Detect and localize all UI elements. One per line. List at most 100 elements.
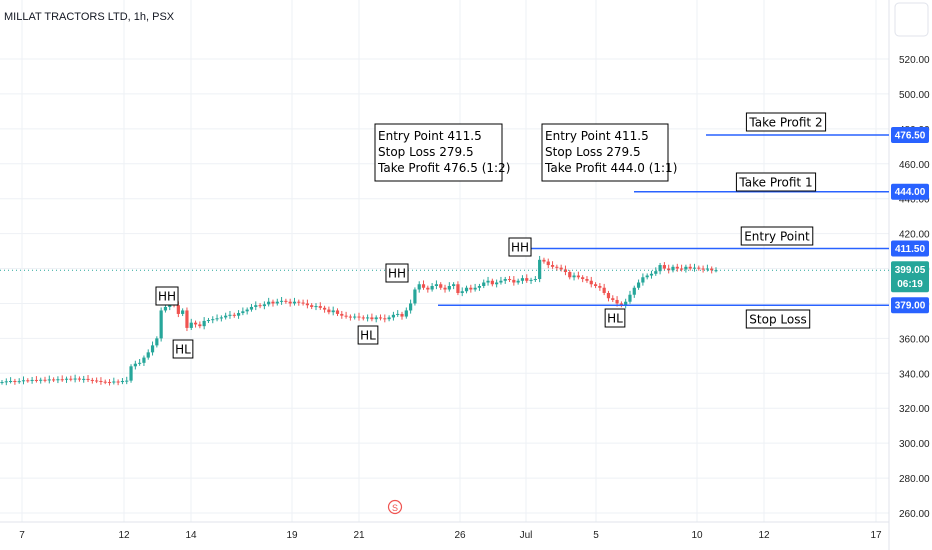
candle-body — [90, 379, 94, 381]
candle-body — [17, 381, 21, 383]
candle-body — [624, 301, 628, 306]
candle-body — [559, 267, 563, 270]
candle-body — [361, 317, 365, 319]
candle-body — [52, 379, 56, 381]
candle-body — [314, 306, 318, 308]
candle-body — [593, 284, 598, 286]
candle-body — [456, 284, 460, 293]
candle-body — [404, 310, 408, 317]
x-axis: 7 12 14 19 21 26 Jul 5 10 12 17 — [19, 530, 882, 541]
chart-title: MILLAT TRACTORS LTD, 1h, PSX — [4, 11, 175, 23]
candle-body — [460, 291, 464, 293]
candle-body — [697, 267, 701, 269]
candle-body — [688, 266, 692, 269]
candle-body — [421, 284, 426, 288]
candle-body — [267, 301, 271, 305]
candle-body — [219, 317, 223, 319]
candle-body — [606, 292, 611, 299]
x-tick-label: 7 — [19, 530, 25, 541]
candle-body — [228, 314, 232, 316]
candle-body — [452, 284, 456, 286]
candle-body — [550, 265, 555, 267]
svg-text:411.50: 411.50 — [895, 244, 925, 255]
bar-countdown: 06:19 — [897, 279, 923, 290]
x-tick-label: 19 — [286, 530, 298, 541]
svg-text:HH: HH — [388, 267, 406, 281]
candle-body — [443, 287, 447, 290]
trade-info-box: Entry Point 411.5 Stop Loss 279.5 Take Pro… — [374, 123, 510, 182]
candle-body — [206, 320, 211, 322]
y-tick-label: 440.00 — [899, 195, 930, 206]
line-label: Stop Loss — [745, 309, 811, 329]
candle-body — [26, 380, 30, 382]
candle-body — [73, 378, 77, 380]
candle-body — [520, 278, 525, 281]
line-label: Take Profit 2 — [745, 112, 827, 132]
current-price-value: 399.05 — [895, 265, 926, 276]
y-tick-label: 320.00 — [899, 404, 930, 415]
y-tick-label: 520.00 — [899, 55, 930, 66]
candle-body — [211, 319, 215, 321]
candle-body — [150, 345, 155, 353]
split-marker-label: S — [392, 503, 398, 513]
candle-body — [495, 282, 499, 285]
line-label: Take Profit 1 — [735, 172, 817, 192]
candle-body — [60, 379, 64, 381]
candle-body — [258, 305, 262, 307]
trade-info-line: Stop Loss 279.5 — [545, 145, 641, 159]
candle-body — [426, 287, 430, 290]
candle-body — [374, 317, 378, 320]
candle-body — [9, 380, 13, 382]
pattern-label: HL — [172, 339, 194, 359]
candle-body — [525, 278, 529, 281]
candle-body — [43, 379, 47, 381]
candle-body — [434, 284, 439, 286]
candle-body — [301, 302, 305, 304]
settings-button[interactable] — [894, 2, 929, 37]
candle-body — [288, 301, 292, 304]
svg-text:HL: HL — [175, 343, 191, 357]
candle-body — [198, 324, 202, 327]
candle-body — [447, 286, 451, 290]
candle-body — [275, 301, 279, 304]
candle-body — [82, 378, 86, 380]
candle-body — [409, 303, 413, 311]
candle-body — [538, 259, 542, 280]
candle-body — [224, 315, 228, 318]
candle-body — [636, 282, 641, 288]
candle-body — [146, 352, 150, 358]
candle-body — [249, 306, 254, 310]
candle-body — [598, 286, 602, 288]
candle-body — [0, 382, 4, 384]
x-tick-label: 21 — [353, 530, 365, 541]
candle-body — [378, 317, 383, 319]
candle-body — [482, 282, 486, 286]
candle-body — [679, 268, 684, 270]
trade-info-box: Entry Point 411.5 Stop Loss 279.5 Take Pro… — [541, 123, 677, 182]
svg-text:HL: HL — [607, 312, 623, 326]
candle-body — [322, 307, 327, 310]
candle-body — [4, 381, 8, 383]
pattern-label: HH — [155, 286, 179, 306]
line-label: Entry Point — [740, 226, 814, 246]
y-tick-label: 460.00 — [899, 160, 930, 171]
candle-body — [254, 305, 258, 307]
split-marker[interactable]: S — [387, 499, 403, 515]
x-tick-label: 17 — [870, 530, 882, 541]
price-lines[interactable] — [0, 134, 889, 306]
candle-body — [439, 284, 443, 288]
svg-text:HH: HH — [511, 241, 529, 255]
candle-body — [641, 277, 645, 283]
candle-body — [581, 277, 585, 280]
x-tick-label: 12 — [118, 530, 130, 541]
trade-info-line: Take Profit 476.5 (1:2) — [377, 161, 510, 175]
candle-body — [430, 286, 434, 290]
trade-info-line: Take Profit 444.0 (1:1) — [544, 161, 677, 175]
candle-body — [632, 287, 636, 295]
trade-info-line: Stop Loss 279.5 — [378, 145, 474, 159]
svg-text:476.50: 476.50 — [895, 130, 926, 141]
pattern-label: HH — [385, 263, 409, 283]
candle-body — [120, 380, 125, 383]
candle-body — [13, 380, 17, 382]
